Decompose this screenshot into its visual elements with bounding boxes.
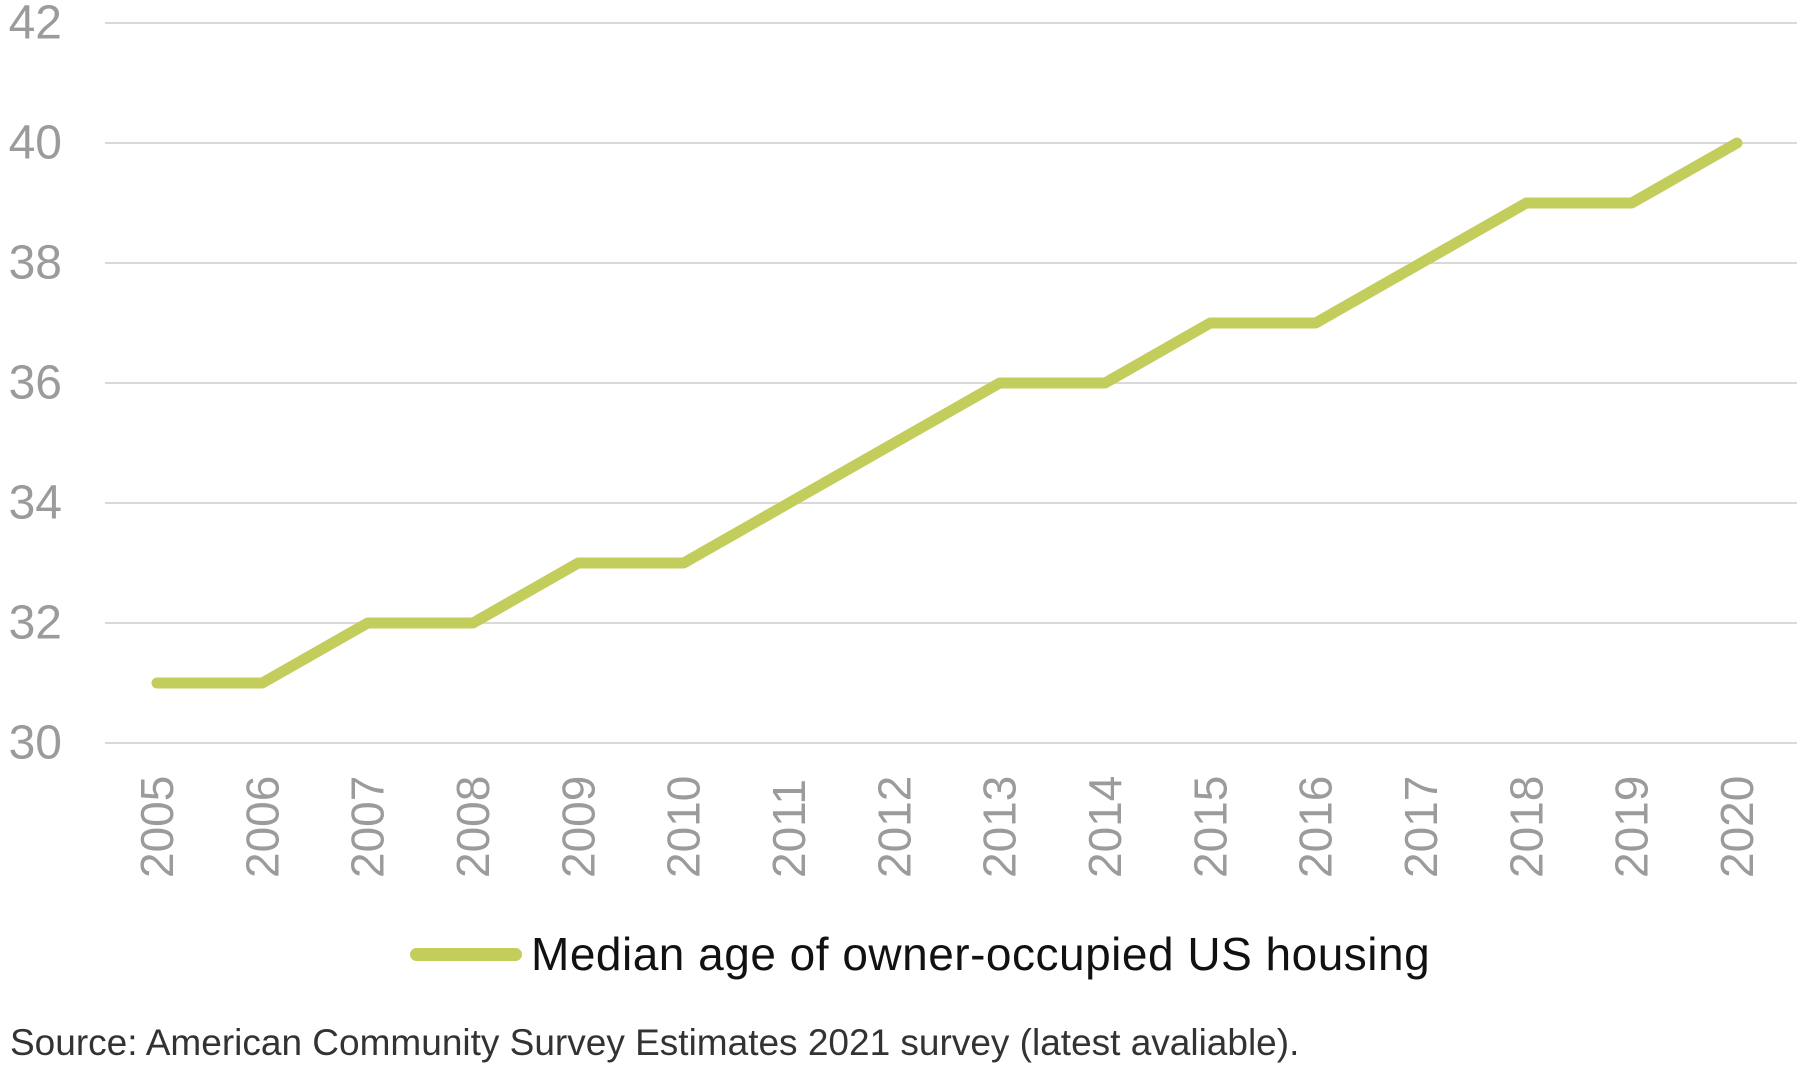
y-tick-label: 40	[9, 117, 62, 170]
source-note: Source: American Community Survey Estima…	[10, 1022, 1300, 1063]
x-tick-label: 2005	[131, 776, 183, 878]
data-line	[151, 137, 1743, 689]
y-tick-label: 42	[9, 0, 62, 50]
x-tick-label: 2014	[1079, 776, 1131, 878]
legend: Median age of owner-occupied US housing	[410, 928, 1430, 980]
x-tick-label: 2020	[1711, 776, 1763, 878]
y-tick-label: 34	[9, 477, 62, 530]
x-tick-label: 2009	[552, 776, 604, 878]
x-tick-label: 2010	[658, 776, 710, 878]
y-tick-label: 32	[9, 597, 62, 650]
x-tick-label: 2011	[763, 779, 815, 878]
x-tick-label: 2007	[342, 776, 394, 878]
y-tick-label: 30	[9, 717, 62, 770]
x-tick-label: 2019	[1606, 776, 1658, 878]
x-tick-label: 2017	[1395, 776, 1447, 878]
y-tick-label: 36	[9, 357, 62, 410]
x-tick-label: 2006	[236, 776, 288, 878]
x-tick-label: 2018	[1500, 776, 1552, 878]
x-tick-label: 2008	[447, 776, 499, 878]
legend-line-swatch	[410, 947, 522, 961]
legend-label: Median age of owner-occupied US housing	[531, 928, 1431, 980]
x-tick-label: 2015	[1184, 776, 1236, 878]
y-tick-label: 38	[9, 237, 62, 290]
x-tick-label: 2016	[1290, 776, 1342, 878]
x-tick-label: 2012	[868, 776, 920, 878]
x-tick-label: 2013	[974, 776, 1026, 878]
